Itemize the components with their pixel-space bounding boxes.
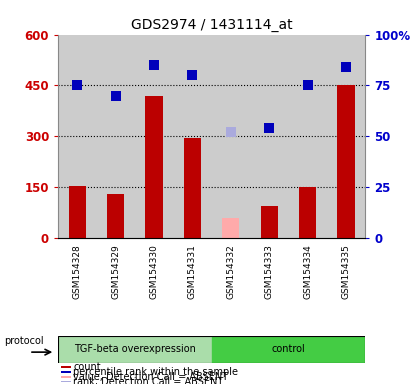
Bar	[212, 35, 250, 238]
Text: value, Detection Call = ABSENT: value, Detection Call = ABSENT	[73, 372, 229, 382]
Bar	[327, 35, 365, 238]
Text: TGF-beta overexpression: TGF-beta overexpression	[74, 344, 196, 354]
Bar	[61, 366, 71, 368]
Bar	[337, 86, 355, 238]
Bar	[145, 96, 163, 238]
Bar	[299, 187, 316, 238]
Bar	[61, 376, 71, 377]
Bar	[250, 35, 288, 238]
Bar	[58, 336, 212, 363]
Bar	[184, 138, 201, 238]
Bar	[61, 371, 71, 373]
Bar	[288, 35, 327, 238]
Text: protocol: protocol	[4, 336, 44, 346]
Bar	[96, 35, 135, 238]
Text: percentile rank within the sample: percentile rank within the sample	[73, 367, 239, 377]
Bar	[261, 206, 278, 238]
Bar	[212, 336, 365, 363]
Bar	[222, 218, 239, 238]
Text: rank, Detection Call = ABSENT: rank, Detection Call = ABSENT	[73, 377, 224, 384]
Bar	[58, 35, 96, 238]
Bar	[68, 185, 86, 238]
Title: GDS2974 / 1431114_at: GDS2974 / 1431114_at	[131, 18, 293, 32]
Bar	[173, 35, 212, 238]
Bar	[135, 35, 173, 238]
Text: count: count	[73, 362, 101, 372]
Bar	[107, 194, 124, 238]
Text: control: control	[271, 344, 305, 354]
Bar	[61, 381, 71, 382]
